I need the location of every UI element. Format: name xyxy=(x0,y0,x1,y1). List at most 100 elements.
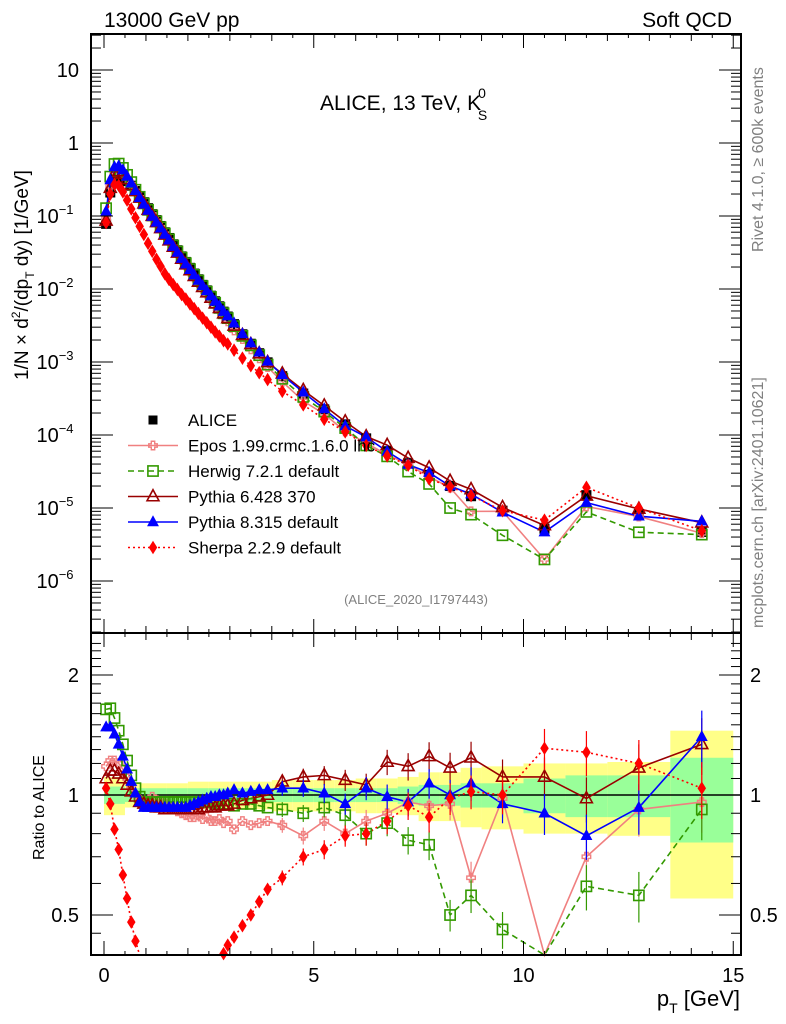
main-point-pythia-8315 xyxy=(228,316,240,328)
ratio-point-pythia-8315 xyxy=(580,829,593,841)
main-point-sherpa-229 xyxy=(361,438,371,453)
main-point-sherpa-229 xyxy=(127,202,136,216)
ratio-point-epos-199crmc160 xyxy=(277,820,288,831)
ratio-point-pythia-6428 xyxy=(316,766,332,781)
main-point-sherpa-229 xyxy=(135,219,144,234)
main-point-sherpa-229 xyxy=(122,193,132,207)
main-y-tick-exponent: −3 xyxy=(59,348,74,363)
main-point-sherpa-229 xyxy=(540,513,549,527)
main-y-tick-label: 10−3 xyxy=(36,348,73,374)
ratio-y-tick-label-right: 2 xyxy=(750,665,761,687)
ratio-point-sherpa-229 xyxy=(403,798,413,813)
ratio-point-epos-199crmc160 xyxy=(254,818,265,829)
ratio-point-pythia-8315 xyxy=(297,781,310,793)
main-point-sherpa-229 xyxy=(424,472,434,486)
ratio-point-sherpa-229 xyxy=(540,741,549,756)
ratio-point-sherpa-229 xyxy=(254,894,264,909)
main-point-pythia-8315 xyxy=(360,430,373,442)
main-point-pythia-8315 xyxy=(244,336,257,348)
main-point-sherpa-229 xyxy=(168,277,178,292)
main-y-tick-label: 1 xyxy=(68,133,79,155)
main-point-herwig-721 xyxy=(538,553,551,566)
ratio-point-pythia-8315 xyxy=(423,776,436,788)
main-point-pythia-8315 xyxy=(695,514,708,526)
ratio-point-epos-199crmc160 xyxy=(229,824,239,835)
main-point-pythia-8315 xyxy=(121,169,134,181)
ratio-point-pythia-8315 xyxy=(244,784,257,796)
main-point-herwig-721 xyxy=(444,502,456,514)
ratio-point-pythia-8315 xyxy=(695,729,708,741)
ratio-panel-series xyxy=(98,702,710,961)
main-point-sherpa-229 xyxy=(101,215,111,230)
main-point-epos-199crmc160 xyxy=(277,376,288,387)
main-point-pythia-8315 xyxy=(297,385,310,397)
main-y-tick-exponent: −4 xyxy=(59,421,74,436)
x-tick-label: 0 xyxy=(98,965,109,987)
ratio-point-sherpa-229 xyxy=(118,868,128,882)
main-point-epos-199crmc160 xyxy=(229,325,239,336)
legend-entry: Herwig 7.2.1 default xyxy=(128,462,339,481)
ratio-point-herwig-721 xyxy=(108,712,121,724)
main-point-sherpa-229 xyxy=(403,458,413,473)
ratio-point-pythia-6428 xyxy=(400,757,416,772)
legend-marker xyxy=(145,488,161,502)
ratio-point-epos-199crmc160 xyxy=(214,814,225,825)
plot-title-sup: 0 xyxy=(478,85,486,101)
ratio-point-pythia-6428 xyxy=(207,799,223,813)
main-point-sherpa-229 xyxy=(202,315,212,330)
ratio-point-herwig-721 xyxy=(444,909,456,921)
main-point-epos-199crmc160 xyxy=(539,554,550,565)
ratio-point-pythia-8315 xyxy=(121,762,134,774)
ratio-point-herwig-721 xyxy=(423,838,436,851)
ratio-point-epos-199crmc160 xyxy=(424,800,435,811)
ratio-point-sherpa-229 xyxy=(219,946,228,961)
main-point-sherpa-229 xyxy=(238,351,247,365)
legend-entry: Pythia 8.315 default xyxy=(128,513,339,532)
ratio-point-pythia-8315 xyxy=(276,781,289,793)
ratio-point-sherpa-229 xyxy=(110,822,119,837)
ratio-point-pythia-6428 xyxy=(579,790,594,804)
ratio-point-pythia-6428 xyxy=(115,770,131,784)
main-point-sherpa-229 xyxy=(189,301,199,316)
mcplots-label: mcplots.cern.ch [arXiv:2401.10621] xyxy=(750,377,767,628)
ratio-point-pythia-8315 xyxy=(112,737,125,749)
main-y-tick-label: 10−6 xyxy=(36,567,73,593)
rivet-label: Rivet 4.1.0, ≥ 600k events xyxy=(750,67,767,252)
ratio-point-epos-199crmc160 xyxy=(581,851,592,862)
main-point-sherpa-229 xyxy=(445,479,455,494)
ratio-point-pythia-8315 xyxy=(129,786,142,798)
main-point-pythia-8315 xyxy=(154,221,167,233)
main-point-epos-199crmc160 xyxy=(245,344,256,355)
main-point-pythia-8315 xyxy=(339,419,352,431)
ratio-point-herwig-721 xyxy=(580,880,593,893)
main-y-axis-label: 1/N × d2/(dpT dy) [1/GeV] xyxy=(9,170,37,380)
legend-label: Sherpa 2.2.9 default xyxy=(188,539,341,558)
ratio-point-sherpa-229 xyxy=(319,842,329,857)
ratio-point-epos-199crmc160 xyxy=(237,816,248,827)
ratio-point-sherpa-229 xyxy=(131,934,140,948)
ratio-point-epos-199crmc160 xyxy=(245,820,256,831)
ratio-point-epos-199crmc160 xyxy=(101,761,112,772)
ratio-y-tick-label-right: 0.5 xyxy=(750,905,778,927)
x-tick-label: 15 xyxy=(722,965,744,987)
ratio-point-sherpa-229 xyxy=(582,745,591,760)
legend-marker xyxy=(147,515,159,527)
legend: ALICE Epos 1.99.crmc.1.6.0 lhc Herwig 7.2.… xyxy=(128,411,376,558)
legend-label: Epos 1.99.crmc.1.6.0 lhc xyxy=(188,437,376,456)
main-point-pythia-8315 xyxy=(163,233,175,245)
main-point-sherpa-229 xyxy=(582,480,591,495)
header-left-title: 13000 GeV pp xyxy=(104,9,239,32)
main-point-sherpa-229 xyxy=(254,365,264,380)
main-point-sherpa-229 xyxy=(340,425,350,439)
ratio-point-pythia-6428 xyxy=(379,753,395,768)
ratio-point-sherpa-229 xyxy=(466,784,476,799)
main-point-epos-199crmc160 xyxy=(254,353,265,364)
ratio-point-pythia-8315 xyxy=(538,806,551,818)
ratio-point-epos-199crmc160 xyxy=(197,814,208,825)
main-point-pythia-8315 xyxy=(318,402,331,414)
main-y-tick-label: 10−4 xyxy=(36,421,73,447)
ratio-point-pythia-8315 xyxy=(125,774,138,786)
ratio-point-herwig-721 xyxy=(496,923,509,936)
main-y-tick-exponent: −2 xyxy=(59,275,74,290)
